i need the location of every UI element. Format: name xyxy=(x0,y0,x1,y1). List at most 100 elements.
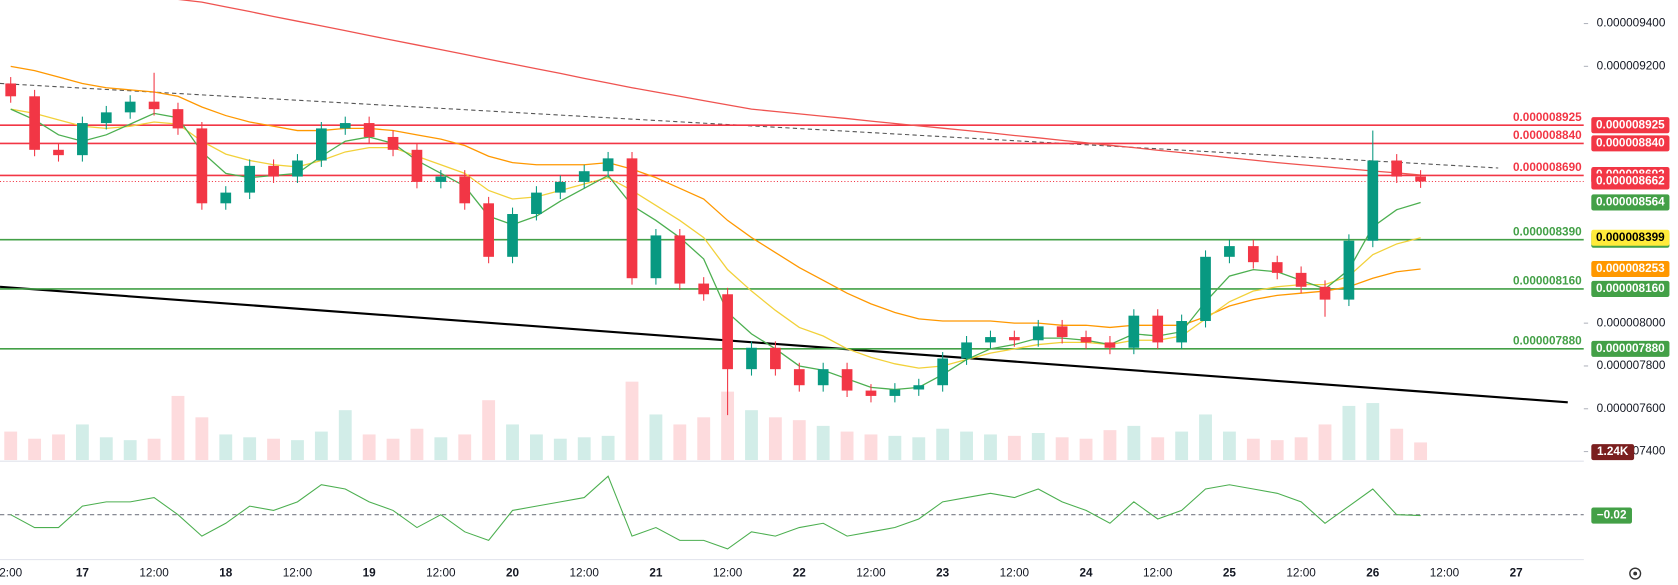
moving-average xyxy=(10,108,1421,391)
oscillator-line xyxy=(10,475,1421,550)
volume-bar xyxy=(649,414,663,461)
volume-bar xyxy=(1223,431,1236,461)
volume-bar xyxy=(52,434,65,461)
settings-icon[interactable] xyxy=(1629,567,1642,580)
candle-body xyxy=(507,214,518,257)
level-label: 0.000008840 xyxy=(1513,129,1582,142)
candle-body xyxy=(244,165,256,193)
candle-body xyxy=(1200,256,1211,322)
volume-bar xyxy=(840,431,854,461)
level-tag xyxy=(1591,340,1670,357)
candle-body xyxy=(172,109,184,129)
volume-bar xyxy=(1055,437,1069,461)
x-tick-label: 12:00 xyxy=(426,567,456,580)
price-tag xyxy=(1591,194,1670,211)
price-tag xyxy=(1591,260,1670,278)
oscillator-layer xyxy=(0,475,1584,550)
x-tick-label: 21 xyxy=(649,567,663,580)
candle-body xyxy=(602,158,614,172)
candle-body xyxy=(1319,286,1331,300)
volume-bar xyxy=(1414,442,1428,461)
volume-bar xyxy=(291,440,304,461)
price-tag xyxy=(1591,173,1670,190)
volume-tag-label: 1.24K xyxy=(1597,445,1629,458)
candle-body xyxy=(1152,315,1164,343)
x-tick-label: 12:00 xyxy=(139,567,169,580)
trend-line xyxy=(0,285,1568,404)
x-tick-label: 12:00 xyxy=(1000,567,1030,580)
candle-body xyxy=(531,192,542,215)
oscillator-tag xyxy=(1591,507,1632,524)
volume-bar xyxy=(721,391,735,461)
candle-body xyxy=(1247,246,1259,263)
volume-bar xyxy=(888,435,902,461)
candle-body xyxy=(148,101,160,110)
volume-layer xyxy=(4,381,1428,461)
candle-body xyxy=(626,158,638,279)
volume-bar xyxy=(1151,437,1165,461)
candle-body xyxy=(1104,342,1116,348)
x-tick-label: 22 xyxy=(793,567,807,580)
candle-body xyxy=(746,347,757,370)
volume-bar xyxy=(1318,424,1332,461)
volume-bar xyxy=(1294,437,1308,461)
volume-bar xyxy=(1366,403,1380,461)
volume-bar xyxy=(1103,430,1117,461)
volume-bar xyxy=(1127,425,1141,461)
x-tick-label: 20 xyxy=(506,567,520,580)
volume-bar xyxy=(99,437,113,461)
candle-body xyxy=(1391,160,1403,177)
candle-body xyxy=(578,171,590,182)
volume-bar xyxy=(673,424,687,461)
candle-body xyxy=(29,96,40,150)
volume-bar xyxy=(984,434,997,461)
volume-bar xyxy=(912,437,926,461)
candle-body xyxy=(1056,326,1068,338)
candle-body xyxy=(77,123,88,156)
level-tag-label: 0.000008840 xyxy=(1596,136,1665,149)
candle-body xyxy=(196,128,208,204)
volume-tag xyxy=(1591,444,1635,461)
price-tag-label: 0.000008564 xyxy=(1596,196,1665,209)
volume-bar xyxy=(1390,428,1404,461)
volume-bar xyxy=(530,434,543,461)
candle-body xyxy=(793,369,805,386)
x-tick-label: 18 xyxy=(219,567,233,580)
candle-body xyxy=(387,136,399,150)
y-tick-label: 0.000008000 xyxy=(1597,316,1666,329)
volume-bar xyxy=(936,428,950,461)
volume-bar xyxy=(506,424,519,461)
candle-body xyxy=(292,160,303,177)
candle-body xyxy=(650,235,662,279)
volume-bar xyxy=(625,381,639,461)
volume-bar xyxy=(960,431,973,461)
volume-bar xyxy=(4,431,18,461)
y-tick-label: 0.000007800 xyxy=(1597,359,1666,372)
volume-bar xyxy=(434,437,448,461)
candle-body xyxy=(220,192,232,204)
price-tag-label: 0.000008399 xyxy=(1596,231,1665,244)
x-tick-label: 12:00 xyxy=(569,567,599,580)
level-tag xyxy=(1591,135,1670,152)
x-tick-label: 12:00 xyxy=(1430,567,1460,580)
volume-bar xyxy=(338,410,352,461)
volume-bar xyxy=(482,400,496,461)
volume-bar xyxy=(410,428,424,461)
level-tag-label: 0.000007880 xyxy=(1596,342,1665,355)
x-tick-label: 24 xyxy=(1079,567,1093,580)
volume-bar xyxy=(243,437,257,461)
volume-bar xyxy=(1199,414,1212,461)
level-label: 0.000008390 xyxy=(1513,225,1582,238)
candle-body xyxy=(339,123,351,129)
volume-bar xyxy=(1175,431,1189,461)
candle-body xyxy=(100,112,112,124)
volume-bar xyxy=(458,434,472,461)
candle-body xyxy=(53,149,64,156)
candle-body xyxy=(1080,337,1092,343)
candle-body xyxy=(674,235,686,284)
x-tick-label: 23 xyxy=(936,567,950,580)
x-tick-label: 19 xyxy=(363,567,377,580)
level-tag xyxy=(1591,280,1670,297)
